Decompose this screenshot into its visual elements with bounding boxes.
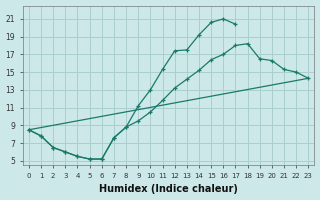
X-axis label: Humidex (Indice chaleur): Humidex (Indice chaleur)	[99, 184, 238, 194]
